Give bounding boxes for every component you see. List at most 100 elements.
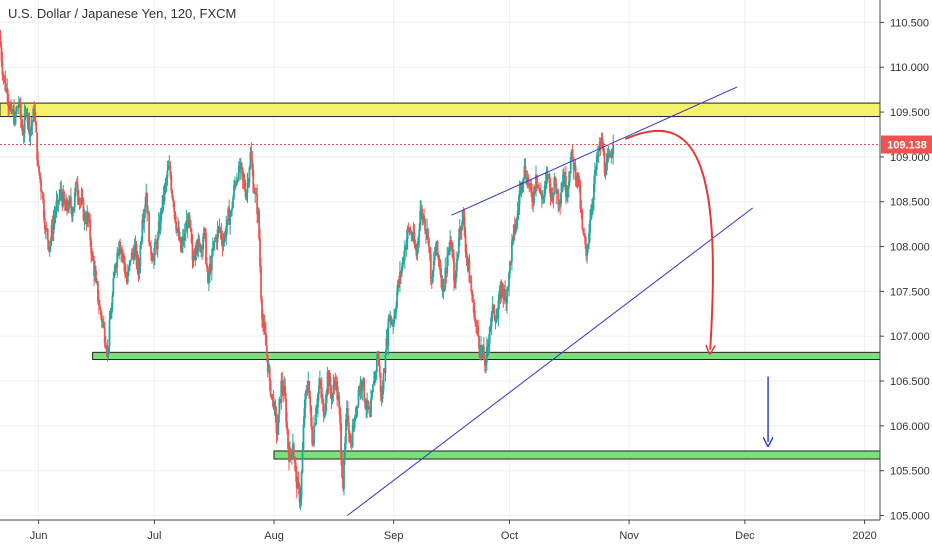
candle-body — [341, 457, 343, 478]
candle-body — [230, 210, 232, 214]
candle-body — [303, 407, 306, 425]
candle-body — [472, 301, 475, 303]
candle-body — [74, 182, 77, 193]
candle-body — [90, 240, 93, 254]
candle-body — [112, 278, 115, 296]
candle-body — [296, 481, 299, 489]
candle-body — [331, 394, 334, 399]
candle-body — [412, 232, 415, 238]
candle-body — [427, 228, 429, 238]
candle-body — [124, 262, 126, 274]
candle-body — [531, 192, 534, 202]
candle-body — [184, 230, 187, 234]
candle-body — [593, 183, 595, 200]
candle-body — [421, 209, 424, 220]
candle-body — [389, 316, 392, 319]
candle-body — [539, 192, 542, 194]
candle-body — [360, 382, 363, 391]
x-tick-label: Oct — [501, 530, 518, 542]
candle-body — [447, 253, 450, 256]
candle-body — [357, 390, 360, 406]
candle-body — [352, 425, 355, 429]
candle-body — [455, 259, 458, 271]
candle-body — [548, 174, 551, 184]
candle-body — [190, 229, 193, 243]
candle-body — [500, 282, 503, 299]
candle-body — [294, 462, 297, 472]
candle-body — [586, 246, 589, 256]
candle-body — [400, 271, 402, 274]
candle-body — [369, 408, 371, 417]
x-tick-label: 2020 — [852, 530, 876, 542]
candle-body — [64, 202, 67, 211]
candle-body — [508, 273, 510, 287]
candle-body — [238, 165, 241, 170]
candle-body — [522, 177, 525, 184]
candle-body — [333, 384, 336, 386]
candle-body — [76, 183, 79, 196]
candle-body — [387, 318, 390, 346]
candle-body — [502, 290, 505, 298]
candle-body — [538, 184, 540, 189]
candle-body — [521, 183, 524, 189]
candle-body — [223, 234, 226, 243]
candle-body — [455, 270, 457, 283]
candle-body — [194, 253, 197, 260]
candle-body — [57, 200, 60, 202]
candle-body — [36, 132, 39, 161]
candle-body — [452, 251, 454, 258]
candle-body — [67, 208, 69, 210]
candle-body — [577, 172, 580, 184]
candle-body — [311, 426, 314, 444]
candle-body — [574, 165, 577, 181]
candle-body — [550, 192, 553, 198]
candle-body — [299, 497, 302, 503]
candle-body — [60, 190, 63, 193]
candle-body — [350, 443, 353, 447]
candle-body — [569, 156, 572, 174]
candle-body — [157, 221, 160, 238]
candle-body — [606, 156, 609, 164]
candle-body — [603, 152, 606, 174]
candle-body — [604, 173, 607, 175]
y-tick-label: 109.000 — [890, 152, 930, 164]
candle-body — [69, 197, 71, 202]
candle-body — [340, 423, 342, 458]
candle-body — [40, 179, 42, 192]
candle-body — [382, 372, 385, 391]
candle-body — [195, 242, 198, 254]
candle-body — [356, 405, 359, 407]
projection-arrows — [624, 129, 768, 442]
candle-body — [270, 394, 273, 397]
candle-body — [23, 114, 26, 134]
candle-body — [395, 306, 397, 313]
candle-body — [510, 240, 513, 262]
candle-body — [309, 397, 312, 406]
candle-body — [396, 291, 398, 307]
candle-body — [235, 179, 238, 185]
candle-body — [534, 186, 536, 189]
candle-body — [512, 224, 515, 238]
candle-body — [141, 219, 144, 242]
candle-body — [351, 425, 354, 447]
candle-body — [518, 190, 521, 205]
candle-body — [359, 382, 362, 393]
candle-body — [379, 373, 382, 393]
candle-body — [593, 169, 596, 184]
candle-body — [2, 74, 5, 77]
candle-body — [284, 386, 287, 399]
candle-body — [371, 392, 373, 399]
candle-body — [115, 264, 118, 268]
candle-body — [75, 182, 78, 184]
price-badge — [881, 135, 932, 154]
candle-body — [183, 233, 186, 241]
candle-body — [103, 327, 106, 343]
candle-body — [385, 338, 388, 355]
candle-body — [224, 234, 227, 238]
candle-body — [88, 219, 91, 221]
candle-body — [381, 390, 384, 399]
candle-body — [101, 321, 104, 323]
candle-body — [89, 219, 92, 241]
